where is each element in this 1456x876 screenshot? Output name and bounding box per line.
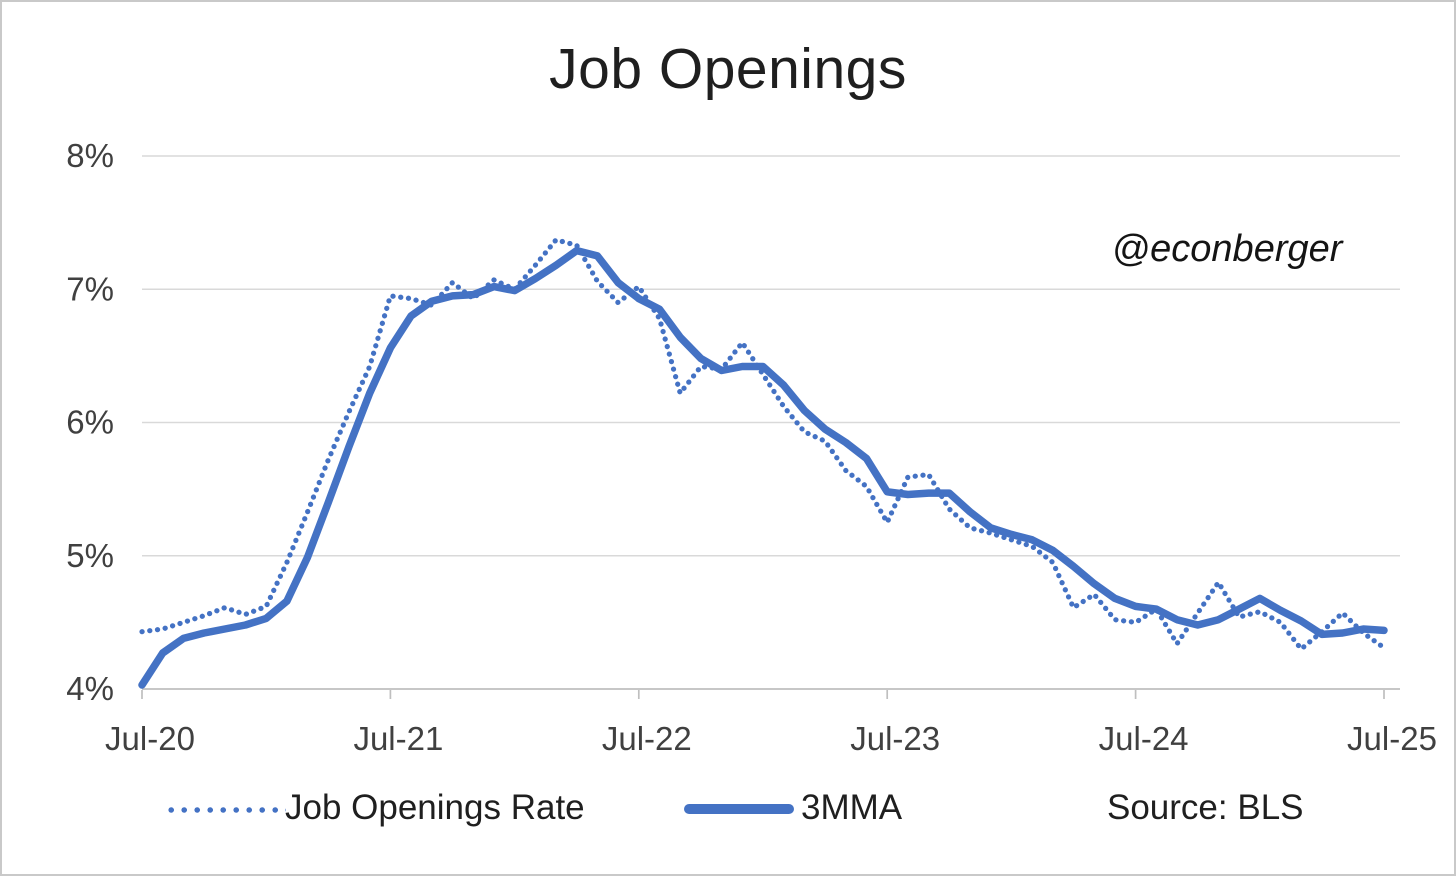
x-tick-label: Jul-24	[1099, 720, 1189, 757]
x-tick-label: Jul-20	[105, 720, 195, 757]
series-line-job-openings-rate	[139, 237, 1387, 652]
x-tick-label: Jul-21	[353, 720, 443, 757]
legend: Job Openings Rate 3MMA Source: BLS	[2, 788, 1454, 844]
y-tick-label: 7%	[66, 270, 114, 307]
source-label: Source: BLS	[1107, 788, 1304, 827]
y-tick-label: 8%	[66, 137, 114, 174]
watermark-text: @econberger	[1111, 228, 1343, 270]
dotted-line-swatch-icon	[168, 806, 286, 814]
x-tick-label: Jul-25	[1347, 720, 1437, 757]
x-tick-label: Jul-22	[602, 720, 692, 757]
solid-line-swatch-icon	[684, 804, 794, 814]
legend-label-job-openings-rate: Job Openings Rate	[285, 788, 585, 827]
x-tick-label: Jul-23	[850, 720, 940, 757]
series-line-3mma	[138, 246, 1388, 689]
y-tick-label: 5%	[66, 537, 114, 574]
legend-label-3mma: 3MMA	[801, 788, 903, 827]
y-tick-label: 6%	[66, 404, 114, 441]
y-tick-label: 4%	[66, 670, 114, 707]
chart-title: Job Openings	[549, 37, 907, 101]
